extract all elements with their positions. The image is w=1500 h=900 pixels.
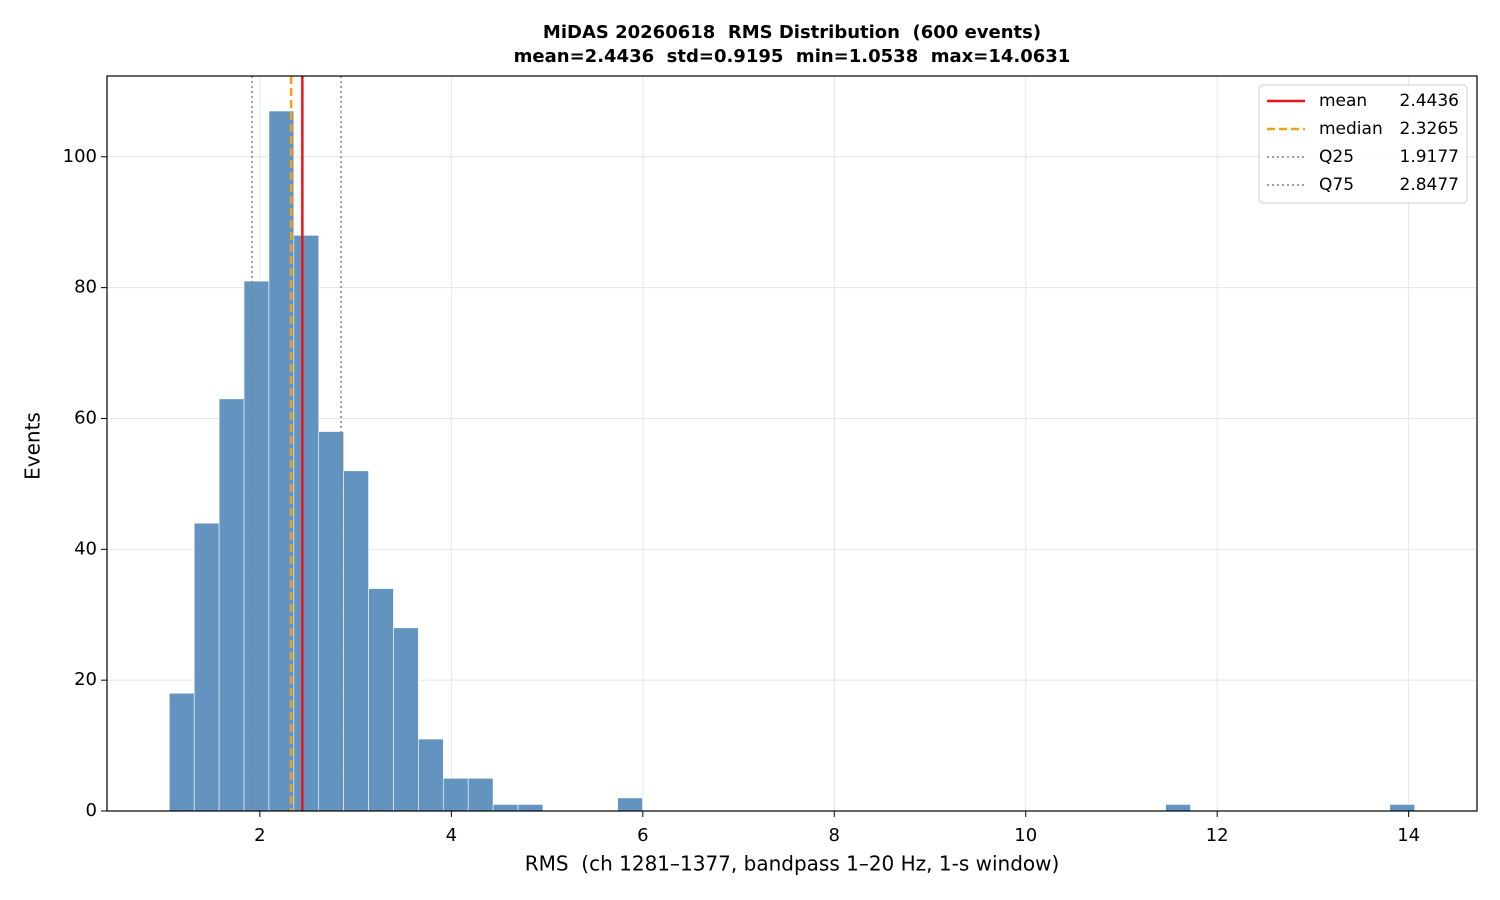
bar [467,777,494,812]
x-tick-label: 8 [829,825,840,846]
bar [243,280,270,812]
legend-value: 2.8477 [1400,175,1459,195]
plot-frame [106,75,1478,812]
x-tick-label: 12 [1206,825,1229,846]
y-tick-label: 60 [74,407,97,428]
x-tick-label: 4 [446,825,457,846]
y-tick-label: 80 [74,277,97,298]
legend-label: Q25 [1319,147,1354,167]
legend-label: median [1319,119,1383,139]
bar [368,588,394,812]
x-tick-label: 14 [1397,825,1420,846]
bar [393,627,419,812]
y-tick-label: 100 [63,146,97,167]
legend-label: Q75 [1319,175,1354,195]
bar [442,777,469,812]
bar [492,804,519,812]
y-tick-label: 0 [86,800,97,821]
x-tick-label: 2 [254,825,265,846]
bar [193,522,220,812]
bar [418,738,444,812]
chart-subtitle: mean=2.4436 std=0.9195 min=1.0538 max=14… [514,46,1071,67]
x-axis-label: RMS (ch 1281–1377, bandpass 1–20 Hz, 1-s… [525,852,1060,876]
legend-value: 1.9177 [1400,147,1459,167]
x-tick-label: 6 [637,825,648,846]
y-axis-label: Events [21,412,45,480]
legend-value: 2.3265 [1400,119,1459,139]
bar [268,110,295,812]
bar [218,398,245,812]
legend-value: 2.4436 [1400,91,1459,111]
x-tick-label: 10 [1014,825,1037,846]
bar [617,797,643,812]
bar [1389,804,1415,812]
bar [293,234,320,812]
bar [343,470,369,812]
chart-title: MiDAS 20260618 RMS Distribution (600 eve… [543,22,1041,43]
bar [1165,804,1191,812]
bar [169,692,195,812]
legend: mean 2.4436 median 2.3265 Q25 1.9177 Q75 2.8477 [1258,84,1468,204]
bar [318,431,344,812]
y-tick-label: 40 [74,538,97,559]
y-tick-label: 20 [74,669,97,690]
legend-box [1258,84,1468,204]
legend-label: mean [1319,91,1367,111]
bar [517,804,544,812]
